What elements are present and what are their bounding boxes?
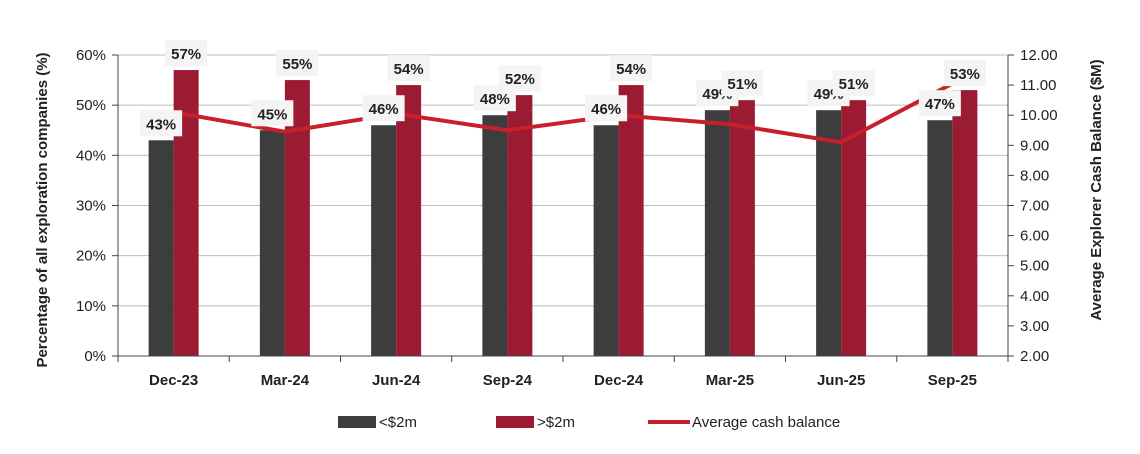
cash-balance-line-group xyxy=(173,81,954,145)
y-tick-label: 40% xyxy=(76,147,106,164)
data-label: 57% xyxy=(171,46,201,63)
data-label-box xyxy=(362,95,405,122)
data-label: 45% xyxy=(257,106,287,123)
y2-axis-title: Average Explorer Cash Balance ($M) xyxy=(1088,59,1105,320)
y2-tick-label: 5.00 xyxy=(1020,258,1049,275)
data-label-box xyxy=(276,50,319,77)
data-label-box xyxy=(918,90,961,117)
legend-label: Average cash balance xyxy=(692,414,840,431)
data-label-box xyxy=(387,55,430,82)
y-tick-label: 50% xyxy=(76,97,106,114)
legend-swatch-under-2m xyxy=(338,416,376,428)
y2-tick-label: 4.00 xyxy=(1020,288,1049,305)
data-label-box xyxy=(251,100,294,127)
axes: 0% 10% 20% 30% 40% 50% 60% 2.00 3.00 4.00 5.00 6.00… xyxy=(76,47,1058,389)
bar-over-2m xyxy=(841,100,867,357)
y-tick-label: 10% xyxy=(76,298,106,315)
data-label: 54% xyxy=(616,61,646,78)
data-label: 51% xyxy=(727,76,757,93)
data-label-box xyxy=(165,40,208,67)
x-tick-label: Jun-25 xyxy=(817,372,865,389)
y-tick-label: 30% xyxy=(76,198,106,215)
x-tick-label: Sep-24 xyxy=(483,372,533,389)
data-label: 51% xyxy=(839,76,869,93)
data-label: 46% xyxy=(369,101,399,118)
data-label: 43% xyxy=(146,116,176,133)
y2-tick-label: 11.00 xyxy=(1020,77,1056,94)
data-labels: 43%45% 46%48%46%49% 49%47%57%55% 54%52%54%5… xyxy=(140,40,986,137)
bar-under-2m xyxy=(816,110,842,356)
data-label: 47% xyxy=(925,96,955,113)
legend-swatch-over-2m xyxy=(496,416,534,428)
data-label: 55% xyxy=(282,56,312,73)
data-label: 46% xyxy=(591,101,621,118)
y2-tick-label: 3.00 xyxy=(1020,318,1049,335)
y2-tick-label: 2.00 xyxy=(1020,348,1049,365)
y2-tick-label: 12.00 xyxy=(1020,47,1058,64)
gridlines xyxy=(118,54,1008,357)
data-label: 53% xyxy=(950,66,980,83)
bar-under-2m xyxy=(927,120,953,356)
y2-tick-label: 6.00 xyxy=(1020,228,1049,245)
bar-over-2m xyxy=(507,95,533,356)
bar-under-2m xyxy=(148,140,174,356)
data-label-box xyxy=(140,110,183,137)
bar-under-2m xyxy=(593,125,619,356)
data-label-box xyxy=(832,70,875,97)
x-tick-label: Jun-24 xyxy=(372,372,421,389)
y-axis-title: Percentage of all exploration companies … xyxy=(34,52,51,367)
y2-tick-label: 9.00 xyxy=(1020,137,1049,154)
bar-under-2m xyxy=(482,115,508,356)
y2-tick-label: 10.00 xyxy=(1020,107,1058,124)
y2-tick-label: 7.00 xyxy=(1020,198,1049,215)
bar-under-2m xyxy=(371,125,397,356)
x-tick-label: Dec-24 xyxy=(594,372,644,389)
cash-balance-line xyxy=(173,81,954,145)
data-label: 54% xyxy=(394,61,424,78)
bar-over-2m xyxy=(729,100,755,357)
data-label: 52% xyxy=(505,71,535,88)
data-label-box xyxy=(585,95,628,122)
bar-under-2m xyxy=(259,130,285,356)
y-tick-label: 0% xyxy=(84,348,106,365)
x-tick-label: Mar-25 xyxy=(706,372,754,389)
x-tick-label: Mar-24 xyxy=(261,372,310,389)
data-label: 48% xyxy=(480,91,510,108)
bar-under-2m xyxy=(704,110,730,356)
x-tick-label: Sep-25 xyxy=(928,372,977,389)
data-label-box xyxy=(498,65,541,92)
data-label-box xyxy=(610,55,653,82)
legend: <$2m >$2m Average cash balance xyxy=(338,414,840,431)
y-tick-label: 20% xyxy=(76,248,106,265)
bar-over-2m xyxy=(396,85,422,356)
y-tick-label: 60% xyxy=(76,47,106,64)
data-label-box xyxy=(943,60,986,87)
bar-over-2m xyxy=(952,90,978,356)
data-label-box xyxy=(721,70,764,97)
bars xyxy=(148,70,978,357)
legend-label: <$2m xyxy=(379,414,417,431)
legend-label: >$2m xyxy=(537,414,575,431)
bar-over-2m xyxy=(618,85,644,356)
y2-tick-label: 8.00 xyxy=(1020,167,1049,184)
x-tick-label: Dec-23 xyxy=(149,372,198,389)
